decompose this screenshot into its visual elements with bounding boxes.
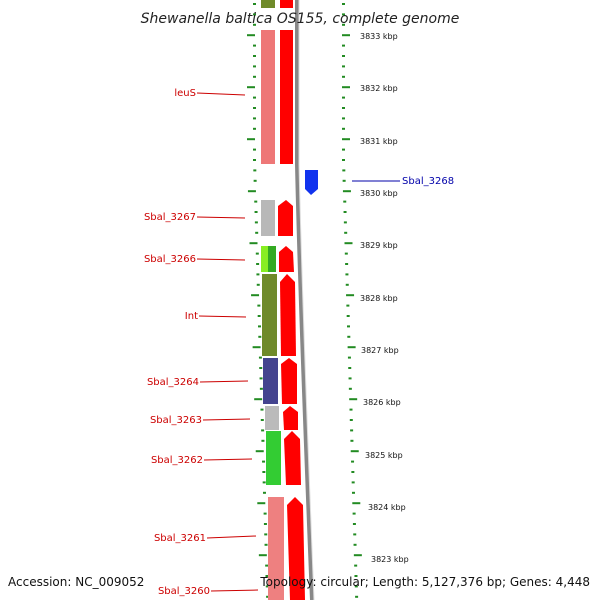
kbp-label-3828: 3828 kbp bbox=[360, 294, 398, 303]
strand-arrow-sbal-3262[interactable] bbox=[284, 431, 301, 485]
kbp-label-3831: 3831 kbp bbox=[360, 137, 398, 146]
strand-arrow-sbal-3264[interactable] bbox=[281, 358, 297, 404]
gene-box-sbal-3266-a[interactable] bbox=[261, 246, 269, 272]
gene-label-sbal-3260[interactable]: Sbal_3260 bbox=[158, 586, 210, 597]
strand-arrow-sbal-3263[interactable] bbox=[283, 406, 298, 430]
gene-label-leuS[interactable]: leuS bbox=[174, 88, 196, 99]
gene-box-sbal-3264[interactable] bbox=[263, 358, 278, 404]
gene-box-sbal-3267[interactable] bbox=[261, 200, 275, 236]
strand-arrow-sbal-3266[interactable] bbox=[279, 246, 294, 272]
leader-line-sbal-3266 bbox=[196, 258, 246, 261]
page-title: Shewanella baltica OS155, complete genom… bbox=[141, 11, 460, 27]
gene-box-partial-top bbox=[261, 0, 275, 8]
leader-line-sbal-3263 bbox=[202, 418, 251, 421]
gene-label-sbal-3262[interactable]: Sbal_3262 bbox=[151, 455, 203, 466]
strand-arrow-sbal-3268[interactable] bbox=[305, 170, 318, 195]
kbp-label-3825: 3825 kbp bbox=[365, 451, 403, 460]
gene-label-sbal-3263[interactable]: Sbal_3263 bbox=[150, 415, 202, 426]
gene-label-sbal-3267[interactable]: Sbal_3267 bbox=[144, 212, 196, 223]
gene-box-sbal-3266-b[interactable] bbox=[268, 246, 276, 272]
gene-box-sbal-3262[interactable] bbox=[266, 431, 281, 485]
right-tick-column bbox=[342, 3, 362, 598]
strand-arrow-leuS[interactable] bbox=[280, 30, 293, 164]
left-tick-column bbox=[247, 3, 270, 598]
gene-label-sbal-3264[interactable]: Sbal_3264 bbox=[147, 377, 199, 388]
leader-line-sbal-3261 bbox=[206, 535, 257, 539]
gene-box-sbal-3261[interactable] bbox=[268, 497, 284, 600]
gene-box-sbal-3263[interactable] bbox=[265, 406, 279, 430]
kbp-label-3826: 3826 kbp bbox=[363, 398, 401, 407]
kbp-label-3827: 3827 kbp bbox=[361, 346, 399, 355]
leader-line-sbal-3267 bbox=[196, 216, 246, 219]
gene-box-leuS[interactable] bbox=[261, 30, 275, 164]
strand-arrow-sbal-3261[interactable] bbox=[287, 497, 305, 600]
topology-text: Topology: circular; Length: 5,127,376 bp… bbox=[259, 575, 590, 589]
gene-label-sbal-3268[interactable]: Sbal_3268 bbox=[402, 176, 454, 187]
leader-line-sbal-3264 bbox=[199, 380, 249, 383]
leader-line-sbal-3260 bbox=[210, 589, 259, 592]
genome-axis bbox=[295, 0, 314, 600]
accession-text: Accession: NC_009052 bbox=[8, 575, 144, 589]
strand-arrow-partial-top bbox=[280, 0, 293, 8]
gene-label-int[interactable]: Int bbox=[185, 311, 198, 322]
kbp-label-3824: 3824 kbp bbox=[368, 503, 406, 512]
genome-axis-highlight bbox=[298, 0, 315, 600]
kbp-label-3823: 3823 kbp bbox=[371, 555, 409, 564]
kbp-label-3833: 3833 kbp bbox=[360, 32, 398, 41]
kbp-label-3829: 3829 kbp bbox=[360, 241, 398, 250]
strand-arrow-sbal-3267[interactable] bbox=[278, 200, 293, 236]
gene-label-sbal-3266[interactable]: Sbal_3266 bbox=[144, 254, 196, 265]
kbp-label-3832: 3832 kbp bbox=[360, 84, 398, 93]
strand-arrow-int[interactable] bbox=[280, 274, 296, 356]
leader-line-int bbox=[198, 315, 247, 318]
kbp-label-3830: 3830 kbp bbox=[360, 189, 398, 198]
leader-line-leuS bbox=[196, 92, 246, 96]
gene-label-sbal-3261[interactable]: Sbal_3261 bbox=[154, 533, 206, 544]
gene-box-int[interactable] bbox=[262, 274, 277, 356]
leader-line-sbal-3262 bbox=[203, 458, 253, 461]
